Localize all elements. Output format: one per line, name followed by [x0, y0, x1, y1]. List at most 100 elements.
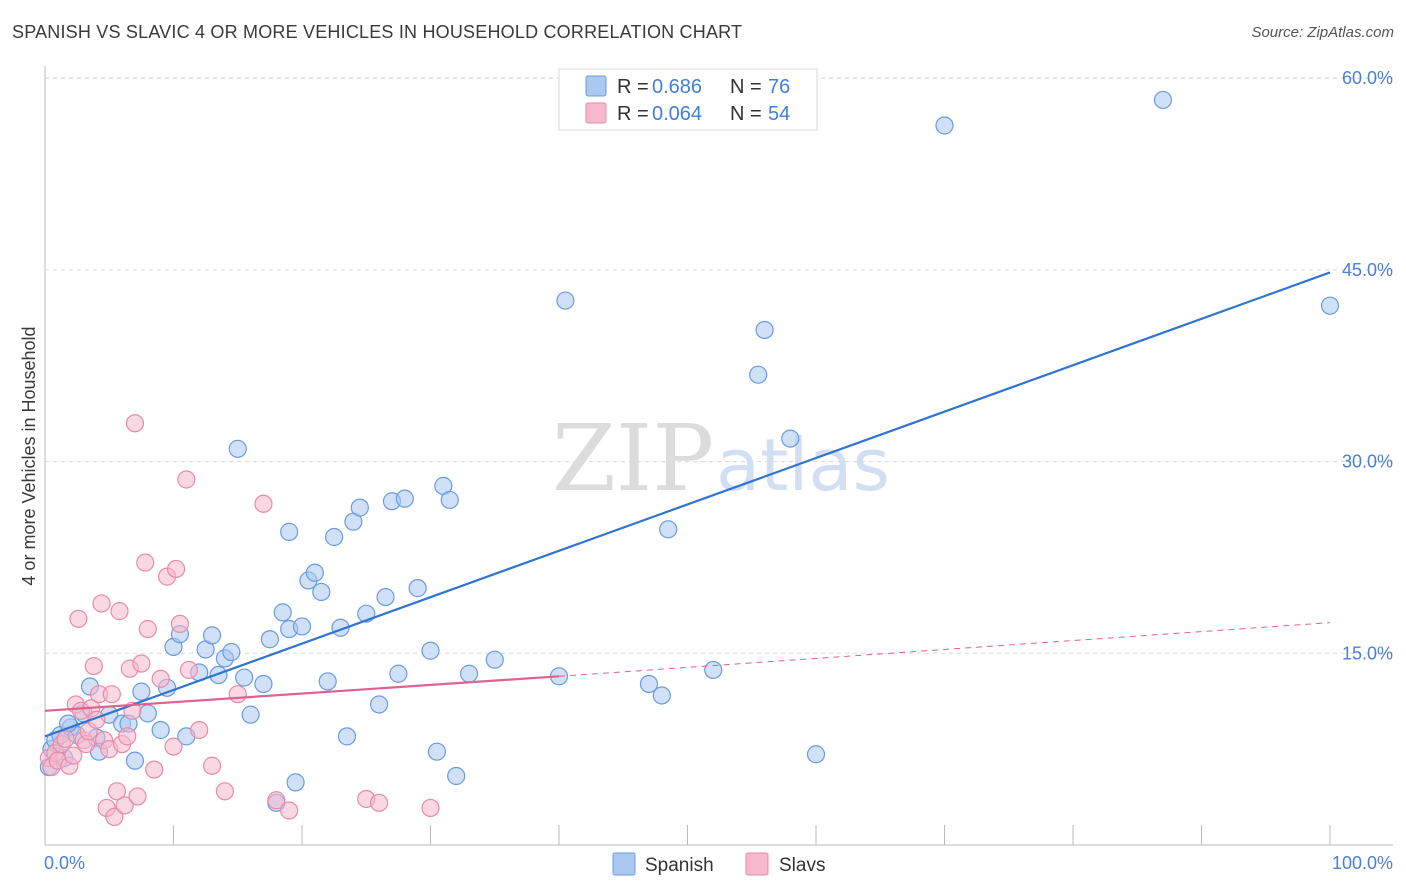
point-spanish [254, 674, 273, 694]
bottom-legend-swatch-spanish [612, 852, 636, 876]
y-tick-label: 45.0% [1342, 260, 1393, 280]
point-slavs [190, 720, 209, 740]
point-spanish [260, 630, 279, 649]
series-legend: Spanish Slavs [612, 852, 825, 876]
legend-r-value-slavs: 0.064 [652, 103, 702, 125]
point-spanish [935, 116, 954, 135]
point-spanish [395, 489, 414, 508]
point-slavs [125, 414, 145, 433]
point-spanish [806, 745, 826, 764]
point-slavs [215, 782, 234, 801]
legend-swatch-slavs [585, 102, 607, 124]
point-spanish [1320, 296, 1340, 315]
point-spanish [350, 498, 369, 517]
point-spanish [755, 320, 774, 340]
point-slavs [166, 559, 186, 579]
point-spanish [292, 617, 312, 636]
point-slavs [64, 746, 83, 765]
point-spanish [376, 587, 395, 607]
point-slavs [151, 669, 170, 688]
point-spanish [556, 291, 575, 310]
point-slavs [105, 807, 124, 826]
point-spanish [389, 664, 408, 683]
point-slavs [107, 782, 127, 801]
watermark-zip: ZIP [552, 405, 714, 512]
point-spanish [1153, 90, 1173, 110]
bottom-legend-spanish: Spanish [645, 855, 714, 876]
point-spanish [421, 641, 440, 660]
data-points [39, 90, 1340, 826]
y-tick-label: 30.0% [1342, 452, 1393, 472]
point-slavs [228, 685, 247, 704]
point-spanish [447, 766, 466, 786]
point-slavs [164, 737, 183, 756]
point-slavs [132, 654, 151, 673]
point-spanish [228, 439, 247, 458]
point-slavs [280, 801, 299, 820]
legend-n-label-slavs: N = [730, 103, 762, 125]
trend-line-slavs [44, 675, 560, 712]
point-spanish [132, 682, 151, 701]
x-tick-label-min: 0.0% [44, 853, 85, 873]
point-slavs [102, 685, 121, 704]
legend-n-value-spanish: 76 [768, 76, 790, 98]
point-slavs [69, 609, 88, 628]
point-slavs [128, 787, 147, 806]
chart-title: SPANISH VS SLAVIC 4 OR MORE VEHICLES IN … [12, 22, 743, 42]
point-spanish [781, 429, 800, 448]
trend-line-spanish [44, 271, 1331, 738]
point-slavs [170, 614, 190, 634]
y-tick-label: 15.0% [1342, 643, 1393, 663]
legend-swatch-spanish [585, 75, 607, 97]
trend-line-slavs-extension [558, 622, 1331, 677]
point-spanish [235, 668, 254, 687]
y-tick-label: 60.0% [1342, 68, 1393, 88]
y-axis-label: 4 or more Vehicles in Household [19, 326, 39, 585]
point-spanish [280, 522, 299, 541]
point-spanish [325, 527, 344, 547]
source-label: Source: ZipAtlas.com [1251, 24, 1394, 41]
point-spanish [639, 674, 659, 694]
point-slavs [254, 494, 273, 513]
legend-r-value-spanish: 0.686 [652, 76, 702, 98]
tick-labels: 15.0% 30.0% 45.0% 60.0% 0.0% 100.0% [44, 68, 1393, 873]
bottom-legend-swatch-slavs [745, 852, 769, 876]
legend-n-label-spanish: N = [730, 76, 762, 98]
point-spanish [305, 563, 324, 582]
point-slavs [202, 756, 222, 775]
point-spanish [125, 751, 145, 770]
point-spanish [459, 664, 479, 683]
point-slavs [421, 798, 440, 818]
grid-lines [45, 77, 1393, 654]
point-slavs [110, 602, 129, 621]
legend-r-label-spanish: R = [617, 76, 649, 98]
legend-n-value-slavs: 54 [768, 103, 790, 125]
point-spanish [704, 660, 723, 680]
point-slavs [138, 619, 157, 639]
point-spanish [485, 650, 504, 669]
point-slavs [177, 470, 196, 489]
point-slavs [370, 793, 389, 812]
point-spanish [408, 579, 427, 598]
point-slavs [56, 729, 75, 749]
point-spanish [337, 727, 357, 746]
bottom-legend-slavs: Slavs [779, 855, 825, 876]
point-spanish [202, 626, 222, 645]
point-spanish [652, 686, 671, 705]
point-spanish [427, 742, 447, 761]
watermark-atlas: atlas [716, 423, 890, 507]
point-spanish [659, 520, 678, 539]
point-spanish [222, 642, 241, 662]
point-slavs [92, 594, 111, 613]
point-spanish [151, 720, 170, 740]
point-spanish [440, 490, 459, 510]
point-spanish [312, 582, 331, 602]
point-slavs [267, 791, 286, 810]
trend-lines [44, 271, 1331, 738]
x-tick-label-max: 100.0% [1332, 853, 1393, 873]
point-spanish [286, 773, 305, 792]
point-slavs [115, 796, 134, 815]
point-slavs [145, 760, 164, 779]
point-spanish [318, 672, 337, 691]
